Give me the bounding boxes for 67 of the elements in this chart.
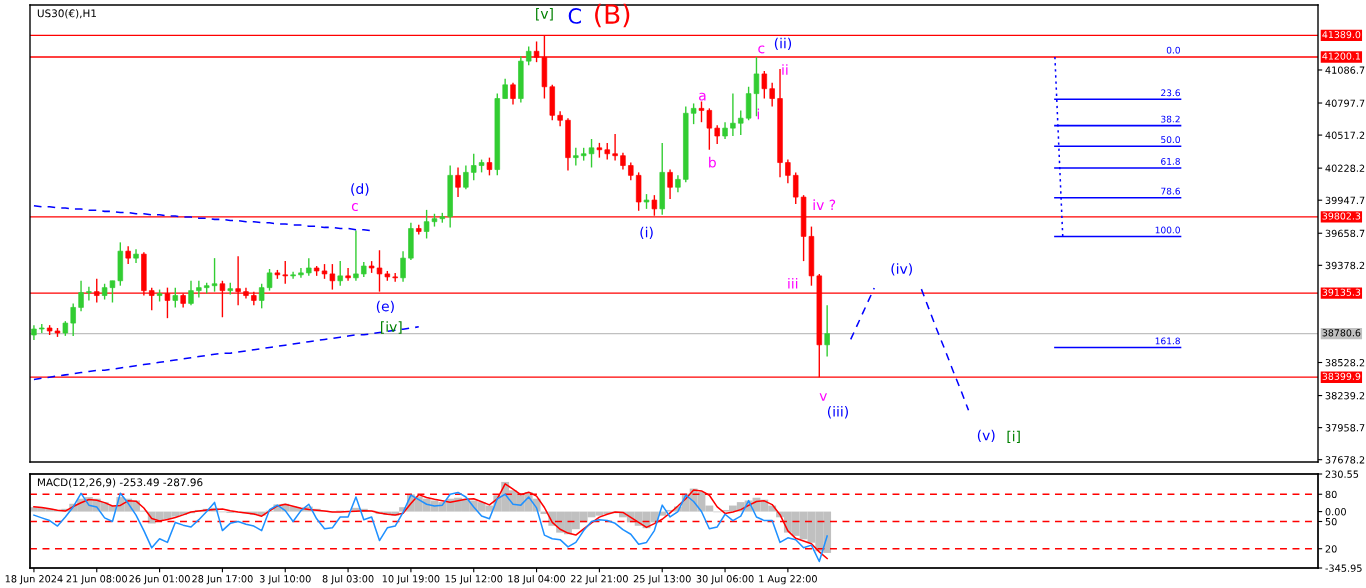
chart-title: MACD(12,26,9) -253.49 -287.96 bbox=[37, 478, 203, 488]
annotation: C bbox=[568, 8, 581, 24]
x-tick-label: 3 Jul 10:00 bbox=[259, 574, 311, 585]
annotation: ii bbox=[782, 64, 788, 75]
annotation: (iv) bbox=[891, 263, 912, 276]
y-tick-label: 230.55 bbox=[1325, 470, 1359, 478]
annotation: (v) bbox=[977, 429, 995, 443]
annotation: c bbox=[351, 203, 358, 212]
annotation: (i) bbox=[640, 226, 653, 240]
x-tick-label: 8 Jul 03:00 bbox=[322, 574, 374, 585]
series-label: 23.6 bbox=[1161, 89, 1180, 97]
annotation: (B) bbox=[595, 3, 630, 28]
y-tick-label: 37678.2 bbox=[1325, 456, 1365, 464]
y-tick-label: 40228.2 bbox=[1325, 164, 1365, 172]
annotation: (iii) bbox=[827, 406, 848, 419]
x-tick-label: 30 Jul 06:00 bbox=[696, 574, 754, 585]
annotation: i bbox=[757, 108, 759, 120]
series-label: 100.0 bbox=[1155, 226, 1180, 234]
y-tick-label: 37958.7 bbox=[1325, 424, 1365, 432]
x-tick-label: 25 Jul 13:00 bbox=[633, 574, 691, 585]
y-tick-label: 40517.2 bbox=[1325, 131, 1365, 139]
annotation: c bbox=[758, 45, 765, 54]
annotation: b bbox=[709, 156, 716, 168]
ref-line-label: 39135.3 bbox=[1322, 288, 1361, 296]
series-label: 50.0 bbox=[1161, 136, 1180, 144]
ref-line-label: 41389.0 bbox=[1322, 31, 1361, 39]
y2-tick-label: 50 bbox=[1325, 517, 1337, 526]
y-tick-label: 41086.7 bbox=[1325, 66, 1365, 74]
ref-line-label: 38780.6 bbox=[1322, 329, 1361, 337]
annotation: [iv] bbox=[381, 321, 402, 334]
x-tick-label: 26 Jun 01:00 bbox=[129, 575, 190, 585]
x-tick-label: 1 Aug 22:00 bbox=[759, 575, 817, 585]
x-tick-label: 21 Jun 08:00 bbox=[66, 575, 127, 585]
annotation: (e) bbox=[376, 300, 394, 314]
ref-line-label: 38399.9 bbox=[1322, 372, 1361, 380]
y-tick-label: 0.00 bbox=[1325, 508, 1346, 516]
y-tick-label: 39658.7 bbox=[1325, 229, 1365, 238]
chart-title: US30(€),H1 bbox=[37, 9, 96, 19]
ref-line-label: 41200.1 bbox=[1322, 52, 1361, 60]
annotation: [v] bbox=[536, 8, 553, 21]
annotation: iii bbox=[788, 277, 798, 289]
y-tick-label: 39378.2 bbox=[1325, 261, 1365, 270]
x-tick-label: 10 Jul 19:00 bbox=[382, 574, 440, 585]
annotation: (ii) bbox=[774, 37, 792, 51]
y-tick-label: 38528.2 bbox=[1325, 358, 1365, 367]
annotation: (d) bbox=[351, 183, 369, 196]
x-tick-label: 18 Jun 2024 bbox=[5, 575, 63, 585]
ref-line-label: 39802.3 bbox=[1322, 212, 1361, 220]
annotation: iv ? bbox=[813, 199, 836, 210]
x-tick-label: 28 Jun 17:00 bbox=[192, 575, 253, 585]
annotation: a bbox=[699, 92, 706, 101]
x-tick-label: 22 Jul 21:00 bbox=[570, 574, 628, 585]
y-tick-label: 39947.7 bbox=[1325, 196, 1365, 205]
x-tick-label: 15 Jul 12:00 bbox=[445, 574, 503, 585]
y-tick-label: 38239.2 bbox=[1325, 392, 1365, 400]
y2-tick-label: 20 bbox=[1325, 545, 1337, 553]
y-tick-label: -345.95 bbox=[1325, 564, 1362, 572]
series-label: 161.8 bbox=[1155, 337, 1180, 345]
series-label: 61.8 bbox=[1161, 157, 1180, 165]
series-label: 38.2 bbox=[1161, 115, 1180, 123]
y2-tick-label: 80 bbox=[1325, 490, 1337, 499]
x-tick-label: 18 Jul 04:00 bbox=[508, 574, 566, 585]
annotation: 0.0 bbox=[1166, 46, 1180, 54]
annotation: [i] bbox=[1007, 430, 1020, 444]
annotation: v bbox=[819, 393, 827, 401]
series-label: 78.6 bbox=[1161, 187, 1180, 195]
y-tick-label: 40797.7 bbox=[1325, 99, 1365, 107]
